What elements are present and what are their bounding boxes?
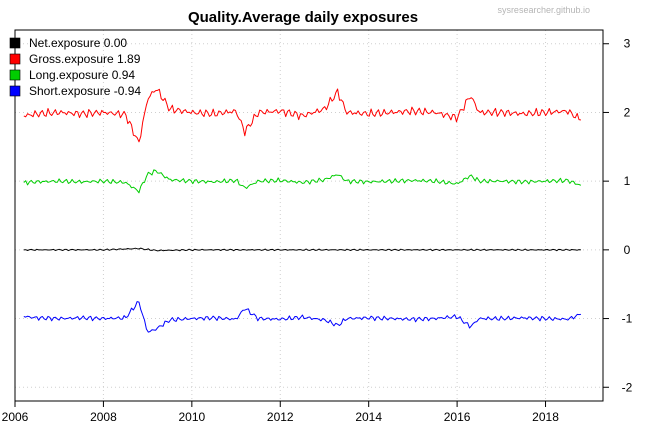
watermark: sysresearcher.github.io [497,5,590,15]
x-tick-label: 2018 [532,410,559,424]
legend-label: Gross.exposure 1.89 [29,52,141,66]
x-tick-label: 2014 [355,410,382,424]
legend-label: Long.exposure 0.94 [29,68,135,82]
chart-title: Quality.Average daily exposures [188,9,418,26]
x-tick-label: 2008 [90,410,117,424]
legend: Net.exposure 0.00 Gross.exposure 1.89 Long… [9,36,141,98]
y-tick-label: 1 [624,174,631,188]
y-tick-label: -2 [622,380,633,394]
series-layer [23,88,582,333]
x-tick-label: 2006 [2,410,29,424]
y-tick-label: -1 [622,312,633,326]
x-tick-label: 2010 [178,410,205,424]
series-line-short-exposure [23,301,581,333]
plot-frame [14,29,604,402]
x-axis: 2006 2008 2010 2012 2014 2016 2018 [2,401,559,424]
series-line-long-exposure [23,169,582,194]
y-tick-label: 3 [624,37,631,51]
legend-label: Short.exposure -0.94 [29,84,141,98]
legend-swatch [9,53,21,65]
legend-label: Net.exposure 0.00 [29,36,127,50]
legend-swatch [9,69,21,81]
legend-swatch [9,37,21,49]
series-line-gross-exposure [23,88,582,143]
y-axis: 3 2 1 0 -1 -2 [603,37,633,394]
x-tick-label: 2012 [267,410,294,424]
x-tick-label: 2016 [444,410,471,424]
series-line-net-exposure [23,247,581,252]
y-tick-label: 2 [624,105,631,119]
y-tick-label: 0 [624,243,631,257]
legend-swatch [9,85,21,97]
